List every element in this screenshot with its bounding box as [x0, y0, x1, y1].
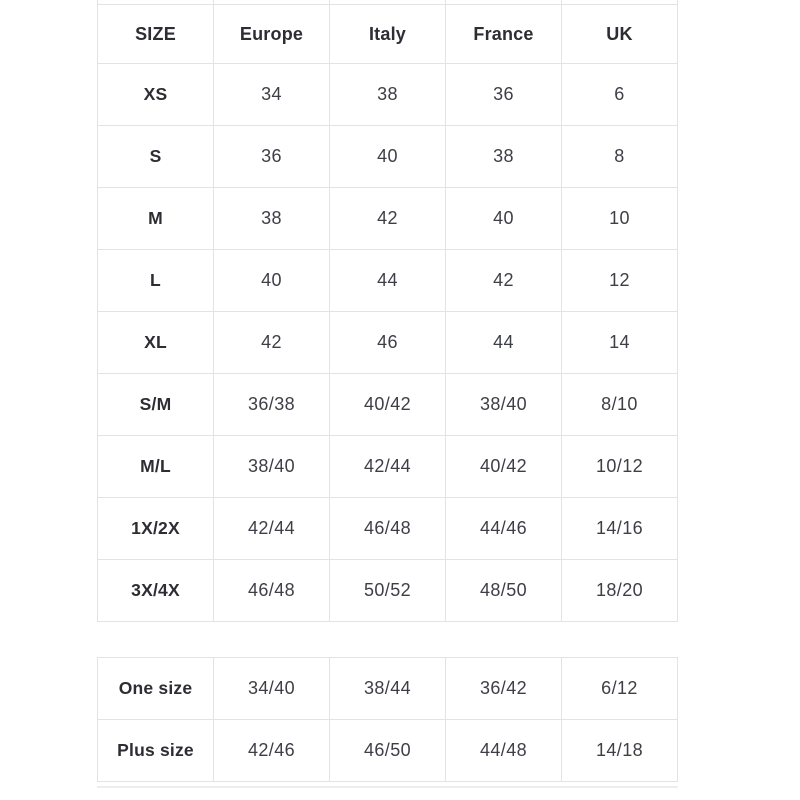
data-cell: 34	[213, 63, 330, 126]
header-row: SIZE Europe Italy France UK	[97, 4, 678, 64]
data-cell: 42	[329, 187, 446, 250]
table-row-one-size: One size 34/40 38/44 36/42 6/12	[97, 657, 678, 720]
row-label: XL	[97, 311, 214, 374]
row-label: L	[97, 249, 214, 312]
table-row-xs: XS 34 38 36 6	[97, 63, 678, 126]
data-cell: 38/40	[213, 435, 330, 498]
sliver-cell	[561, 0, 678, 4]
row-label: M/L	[97, 435, 214, 498]
row-label: 3X/4X	[97, 559, 214, 622]
data-cell: 46/48	[329, 497, 446, 560]
data-cell: 46/50	[329, 719, 446, 782]
data-cell: 36	[213, 125, 330, 188]
row-label: M	[97, 187, 214, 250]
data-cell: 46/48	[213, 559, 330, 622]
data-cell: 14/18	[561, 719, 678, 782]
data-cell: 38/40	[445, 373, 562, 436]
data-cell: 6/12	[561, 657, 678, 720]
size-chart: SIZE Europe Italy France UK XS 34 38 36 …	[97, 0, 678, 788]
data-cell: 36/42	[445, 657, 562, 720]
row-label: One size	[97, 657, 214, 720]
header-cell-size: SIZE	[97, 4, 214, 64]
data-cell: 18/20	[561, 559, 678, 622]
sliver-cell	[329, 0, 445, 4]
table-row-xl: XL 42 46 44 14	[97, 311, 678, 374]
row-label: S	[97, 125, 214, 188]
table-row-l: L 40 44 42 12	[97, 249, 678, 312]
cropped-row-sliver-top	[97, 0, 678, 4]
data-cell: 38	[213, 187, 330, 250]
data-cell: 38/44	[329, 657, 446, 720]
sliver-cell	[213, 0, 329, 4]
data-cell: 6	[561, 63, 678, 126]
table-row-sm: S/M 36/38 40/42 38/40 8/10	[97, 373, 678, 436]
data-cell: 48/50	[445, 559, 562, 622]
header-cell-italy: Italy	[329, 4, 446, 64]
data-cell: 42/44	[329, 435, 446, 498]
data-cell: 34/40	[213, 657, 330, 720]
data-cell: 8/10	[561, 373, 678, 436]
table-row-plus-size: Plus size 42/46 46/50 44/48 14/18	[97, 719, 678, 782]
data-cell: 40	[213, 249, 330, 312]
data-cell: 44/48	[445, 719, 562, 782]
data-cell: 44	[329, 249, 446, 312]
data-cell: 40/42	[445, 435, 562, 498]
data-cell: 14/16	[561, 497, 678, 560]
row-label: XS	[97, 63, 214, 126]
data-cell: 8	[561, 125, 678, 188]
data-cell: 44/46	[445, 497, 562, 560]
size-conversion-table: SIZE Europe Italy France UK XS 34 38 36 …	[97, 4, 678, 622]
data-cell: 38	[329, 63, 446, 126]
table-row-m: M 38 42 40 10	[97, 187, 678, 250]
data-cell: 38	[445, 125, 562, 188]
data-cell: 46	[329, 311, 446, 374]
special-sizes-table: One size 34/40 38/44 36/42 6/12 Plus siz…	[97, 657, 678, 782]
data-cell: 42	[445, 249, 562, 312]
header-cell-france: France	[445, 4, 562, 64]
data-cell: 14	[561, 311, 678, 374]
data-cell: 40/42	[329, 373, 446, 436]
data-cell: 12	[561, 249, 678, 312]
data-cell: 36/38	[213, 373, 330, 436]
data-cell: 40	[329, 125, 446, 188]
data-cell: 42	[213, 311, 330, 374]
data-cell: 10/12	[561, 435, 678, 498]
data-cell: 40	[445, 187, 562, 250]
header-cell-europe: Europe	[213, 4, 330, 64]
row-label: 1X/2X	[97, 497, 214, 560]
sliver-cell	[445, 0, 561, 4]
data-cell: 44	[445, 311, 562, 374]
table-row-ml: M/L 38/40 42/44 40/42 10/12	[97, 435, 678, 498]
cropped-element-hint-bottom	[97, 786, 678, 788]
row-label: S/M	[97, 373, 214, 436]
data-cell: 10	[561, 187, 678, 250]
data-cell: 42/46	[213, 719, 330, 782]
table-row-s: S 36 40 38 8	[97, 125, 678, 188]
header-cell-uk: UK	[561, 4, 678, 64]
sliver-cell	[97, 0, 213, 4]
row-label: Plus size	[97, 719, 214, 782]
data-cell: 42/44	[213, 497, 330, 560]
table-row-1x2x: 1X/2X 42/44 46/48 44/46 14/16	[97, 497, 678, 560]
data-cell: 36	[445, 63, 562, 126]
data-cell: 50/52	[329, 559, 446, 622]
table-row-3x4x: 3X/4X 46/48 50/52 48/50 18/20	[97, 559, 678, 622]
